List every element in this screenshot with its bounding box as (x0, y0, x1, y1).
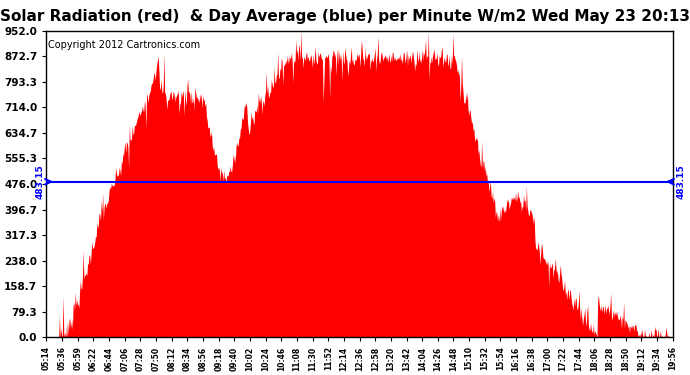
Text: Solar Radiation (red)  & Day Average (blue) per Minute W/m2 Wed May 23 20:13: Solar Radiation (red) & Day Average (blu… (0, 9, 690, 24)
Text: 483.15: 483.15 (677, 164, 686, 199)
Text: Copyright 2012 Cartronics.com: Copyright 2012 Cartronics.com (48, 40, 200, 50)
